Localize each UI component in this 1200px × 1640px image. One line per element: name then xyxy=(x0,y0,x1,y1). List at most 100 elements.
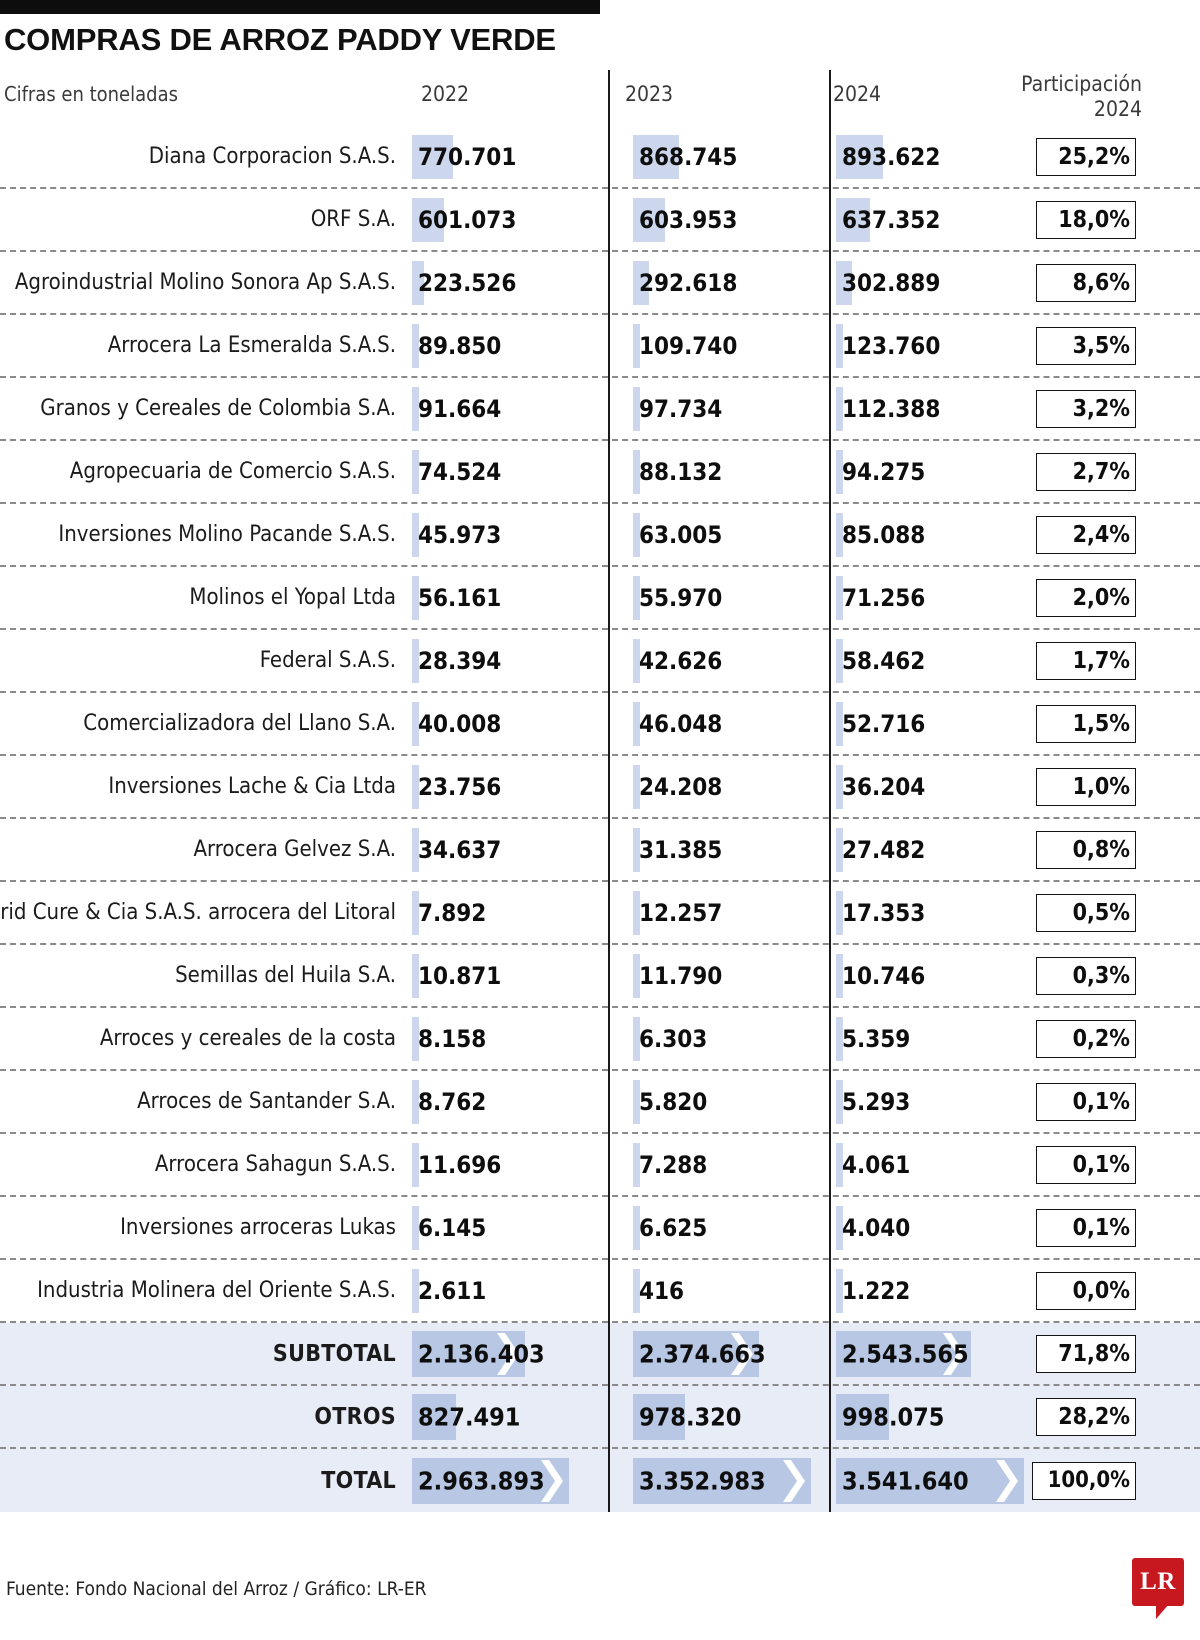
value-cell-2023: 603.953 xyxy=(633,189,829,250)
value-bar xyxy=(412,386,419,431)
page-title: COMPRAS DE ARROZ PADDY VERDE xyxy=(4,22,556,57)
value-text: 24.208 xyxy=(639,772,723,801)
value-cell-2024: 94.275 xyxy=(836,441,1032,502)
value-cell-2023: 868.745 xyxy=(633,126,829,187)
column-header-2022: 2022 xyxy=(421,82,470,106)
value-text: 74.524 xyxy=(418,457,502,486)
source-note: Fuente: Fondo Nacional del Arroz / Gráfi… xyxy=(6,1578,427,1600)
row-label: Arrocera Gelvez S.A. xyxy=(193,837,396,862)
row-label: Granos y Cereales de Colombia S.A. xyxy=(40,396,396,421)
value-bar xyxy=(412,1457,570,1504)
row-label: OTROS xyxy=(314,1403,396,1430)
value-bar xyxy=(633,827,640,872)
table-row: Inversiones arroceras Lukas 6.145 6.625 4.0… xyxy=(0,1197,1200,1260)
value-bar xyxy=(836,512,843,557)
value-bar xyxy=(412,827,419,872)
value-bar xyxy=(836,1142,843,1187)
value-text: 112.388 xyxy=(842,394,941,423)
row-label: Arrocera La Esmeralda S.A.S. xyxy=(107,333,396,358)
participation-value: 18,0% xyxy=(1036,200,1136,239)
row-label: Diana Corporacion S.A.S. xyxy=(148,144,396,169)
participation-value: 28,2% xyxy=(1036,1397,1136,1436)
value-cell-2023: 292.618 xyxy=(633,252,829,313)
value-bar xyxy=(412,1079,419,1124)
value-text: 109.740 xyxy=(639,331,738,360)
value-bar xyxy=(633,890,640,935)
value-text: 91.664 xyxy=(418,394,502,423)
value-text: 637.352 xyxy=(842,205,941,234)
value-cell-2024: 27.482 xyxy=(836,819,1032,880)
chevron-icon xyxy=(539,1458,565,1504)
table-summary-row: SUBTOTAL 2.136.403 2.374.663 2.543.565 71,8% xyxy=(0,1323,1200,1386)
row-label: Inversiones Molino Pacande S.A.S. xyxy=(58,522,396,547)
value-text: 46.048 xyxy=(639,709,723,738)
participation-value: 1,5% xyxy=(1036,704,1136,743)
value-text: 416 xyxy=(639,1276,685,1305)
value-cell-2023: 6.303 xyxy=(633,1008,829,1069)
value-bar xyxy=(836,890,843,935)
value-bar xyxy=(412,197,444,242)
value-cell-2022: 56.161 xyxy=(412,567,608,628)
value-bar xyxy=(412,512,419,557)
value-cell-2022: 8.762 xyxy=(412,1071,608,1132)
value-bar xyxy=(836,638,843,683)
row-label: TOTAL xyxy=(321,1467,396,1494)
value-cell-2023: 63.005 xyxy=(633,504,829,565)
table-row: Federal S.A.S. 28.394 42.626 58.462 1,7% xyxy=(0,630,1200,693)
value-text: 28.394 xyxy=(418,646,502,675)
value-text: 2.374.663 xyxy=(639,1339,766,1368)
value-cell-2023: 7.288 xyxy=(633,1134,829,1195)
value-text: 31.385 xyxy=(639,835,723,864)
value-text: 27.482 xyxy=(842,835,926,864)
row-label: Molinos el Yopal Ltda xyxy=(189,585,396,610)
column-header-participation: Participación 2024 xyxy=(952,72,1142,122)
row-label: Inversiones arroceras Lukas xyxy=(120,1215,396,1240)
value-bar xyxy=(836,1205,843,1250)
value-cell-2024: 637.352 xyxy=(836,189,1032,250)
value-text: 11.696 xyxy=(418,1150,502,1179)
table-row: Arrocera La Esmeralda S.A.S. 89.850 109.74… xyxy=(0,315,1200,378)
value-cell-2022: 74.524 xyxy=(412,441,608,502)
value-text: 998.075 xyxy=(842,1402,945,1431)
value-text: 2.136.403 xyxy=(418,1339,545,1368)
value-cell-2022: 601.073 xyxy=(412,189,608,250)
value-cell-2022: 6.145 xyxy=(412,1197,608,1258)
row-label: Arroces y cereales de la costa xyxy=(99,1026,396,1051)
value-cell-2023: 46.048 xyxy=(633,693,829,754)
table-row: Inversiones Molino Pacande S.A.S. 45.973 6… xyxy=(0,504,1200,567)
participation-value: 0,1% xyxy=(1036,1145,1136,1184)
value-bar xyxy=(633,323,640,368)
value-bar xyxy=(412,1268,419,1313)
participation-label-line2: 2024 xyxy=(1093,97,1142,121)
table-grid: Cifras en toneladas 2022 2023 2024 Parti… xyxy=(0,64,1200,1512)
value-bar xyxy=(633,764,640,809)
value-text: 8.762 xyxy=(418,1087,487,1116)
value-cell-2022: 89.850 xyxy=(412,315,608,376)
value-bar xyxy=(633,260,649,305)
participation-value: 2,7% xyxy=(1036,452,1136,491)
table-row: Semillas del Huila S.A. 10.871 11.790 10.74… xyxy=(0,945,1200,1008)
value-text: 55.970 xyxy=(639,583,723,612)
value-text: 603.953 xyxy=(639,205,738,234)
value-text: 94.275 xyxy=(842,457,926,486)
column-divider xyxy=(608,70,610,1512)
value-cell-2024: 85.088 xyxy=(836,504,1032,565)
value-text: 868.745 xyxy=(639,142,738,171)
value-bar xyxy=(633,449,640,494)
value-text: 2.963.893 xyxy=(418,1466,545,1495)
row-label: Comercializadora del Llano S.A. xyxy=(83,711,396,736)
value-text: 123.760 xyxy=(842,331,941,360)
table-row: Agroindustrial Molino Sonora Ap S.A.S. 22… xyxy=(0,252,1200,315)
value-text: 3.541.640 xyxy=(842,1466,969,1495)
participation-value: 0,5% xyxy=(1036,893,1136,932)
participation-value: 71,8% xyxy=(1036,1334,1136,1373)
chevron-icon xyxy=(781,1458,807,1504)
value-bar xyxy=(836,1016,843,1061)
table-row: Industria Molinera del Oriente S.A.S. 2.6… xyxy=(0,1260,1200,1323)
value-cell-2024: 71.256 xyxy=(836,567,1032,628)
value-cell-2022: 770.701 xyxy=(412,126,608,187)
value-text: 58.462 xyxy=(842,646,926,675)
value-cell-2023: 416 xyxy=(633,1260,829,1321)
value-text: 4.040 xyxy=(842,1213,911,1242)
